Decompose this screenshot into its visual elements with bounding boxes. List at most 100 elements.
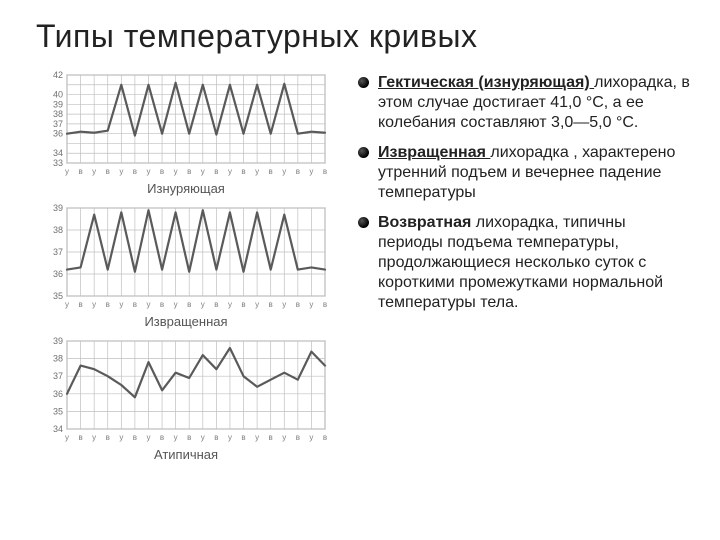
svg-text:в: в: [214, 167, 218, 176]
svg-text:в: в: [214, 433, 218, 442]
svg-text:у: у: [65, 433, 69, 442]
svg-text:у: у: [65, 167, 69, 176]
svg-text:у: у: [119, 433, 123, 442]
chart-box-atipichnaya: 343536373839увувувувувувувувувув Атипичн…: [36, 335, 336, 462]
svg-text:в: в: [214, 300, 218, 309]
svg-text:у: у: [174, 300, 178, 309]
svg-text:у: у: [309, 433, 313, 442]
svg-text:у: у: [282, 167, 286, 176]
svg-text:42: 42: [53, 70, 63, 80]
svg-text:в: в: [323, 300, 327, 309]
svg-text:39: 39: [53, 99, 63, 109]
svg-text:у: у: [146, 167, 150, 176]
svg-text:в: в: [133, 300, 137, 309]
svg-text:в: в: [296, 300, 300, 309]
svg-text:в: в: [269, 300, 273, 309]
svg-text:39: 39: [53, 203, 63, 213]
svg-text:у: у: [146, 300, 150, 309]
chart-caption-izvrashchennaya: Извращенная: [144, 314, 227, 329]
svg-text:35: 35: [53, 291, 63, 301]
svg-text:в: в: [160, 167, 164, 176]
svg-text:в: в: [187, 433, 191, 442]
svg-text:в: в: [78, 167, 82, 176]
svg-text:в: в: [133, 433, 137, 442]
svg-text:в: в: [323, 167, 327, 176]
chart-caption-atipichnaya: Атипичная: [154, 447, 218, 462]
svg-text:в: в: [78, 433, 82, 442]
bullet-list: Гектическая (изнуряющая) лихорадка, в эт…: [356, 73, 692, 313]
svg-text:у: у: [309, 300, 313, 309]
svg-text:у: у: [92, 167, 96, 176]
svg-text:33: 33: [53, 158, 63, 168]
svg-text:у: у: [228, 433, 232, 442]
chart-izvrashchennaya: 3536373839увувувувувувувувувув: [41, 202, 331, 312]
slide: Типы температурных кривых 33343637383940…: [0, 0, 720, 540]
svg-text:у: у: [255, 433, 259, 442]
bullet-item: Гектическая (изнуряющая) лихорадка, в эт…: [356, 73, 692, 133]
svg-text:в: в: [241, 300, 245, 309]
svg-text:в: в: [78, 300, 82, 309]
bullet-item: Возвратная лихорадка, типичны периоды по…: [356, 213, 692, 313]
svg-text:34: 34: [53, 424, 63, 434]
svg-text:у: у: [119, 300, 123, 309]
svg-text:у: у: [119, 167, 123, 176]
svg-text:в: в: [160, 300, 164, 309]
chart-box-izvrashchennaya: 3536373839увувувувувувувувувув Извращенн…: [36, 202, 336, 329]
bullet-lead: Гектическая (изнуряющая): [378, 74, 594, 91]
svg-text:у: у: [174, 167, 178, 176]
svg-text:в: в: [241, 167, 245, 176]
svg-text:у: у: [201, 300, 205, 309]
svg-text:у: у: [255, 300, 259, 309]
svg-text:у: у: [255, 167, 259, 176]
svg-text:в: в: [269, 433, 273, 442]
svg-text:в: в: [106, 300, 110, 309]
page-title: Типы температурных кривых: [36, 18, 692, 55]
svg-text:35: 35: [53, 406, 63, 416]
svg-text:37: 37: [53, 371, 63, 381]
svg-text:38: 38: [53, 109, 63, 119]
svg-text:у: у: [146, 433, 150, 442]
chart-atipichnaya: 343536373839увувувувувувувувувув: [41, 335, 331, 445]
svg-text:у: у: [201, 167, 205, 176]
svg-text:у: у: [309, 167, 313, 176]
svg-text:в: в: [269, 167, 273, 176]
svg-text:у: у: [228, 300, 232, 309]
svg-text:в: в: [296, 167, 300, 176]
svg-text:в: в: [187, 167, 191, 176]
svg-text:37: 37: [53, 247, 63, 257]
slide-body: 3334363738394042увувувувувувувувувув Изн…: [36, 69, 692, 462]
charts-column: 3334363738394042увувувувувувувувувув Изн…: [36, 69, 336, 462]
svg-text:34: 34: [53, 148, 63, 158]
svg-text:в: в: [160, 433, 164, 442]
bullet-item: Извращенная лихорадка , характерено утре…: [356, 143, 692, 203]
svg-text:40: 40: [53, 90, 63, 100]
svg-text:у: у: [92, 300, 96, 309]
svg-text:у: у: [282, 300, 286, 309]
bullet-lead: Возвратная: [378, 214, 476, 231]
svg-text:39: 39: [53, 336, 63, 346]
svg-text:в: в: [133, 167, 137, 176]
bullets-column: Гектическая (изнуряющая) лихорадка, в эт…: [356, 69, 692, 462]
svg-text:в: в: [106, 167, 110, 176]
svg-text:в: в: [187, 300, 191, 309]
svg-text:38: 38: [53, 225, 63, 235]
bullet-lead: Извращенная: [378, 144, 490, 161]
svg-text:в: в: [296, 433, 300, 442]
svg-text:36: 36: [53, 389, 63, 399]
chart-caption-iznuryayushchaya: Изнуряющая: [147, 181, 225, 196]
svg-text:в: в: [106, 433, 110, 442]
chart-iznuryayushchaya: 3334363738394042увувувувувувувувувув: [41, 69, 331, 179]
svg-text:у: у: [282, 433, 286, 442]
svg-text:у: у: [174, 433, 178, 442]
svg-text:в: в: [323, 433, 327, 442]
svg-text:у: у: [65, 300, 69, 309]
svg-text:36: 36: [53, 129, 63, 139]
svg-text:у: у: [228, 167, 232, 176]
svg-text:в: в: [241, 433, 245, 442]
svg-text:у: у: [92, 433, 96, 442]
svg-text:у: у: [201, 433, 205, 442]
svg-text:37: 37: [53, 119, 63, 129]
svg-text:38: 38: [53, 354, 63, 364]
svg-text:36: 36: [53, 269, 63, 279]
chart-box-iznuryayushchaya: 3334363738394042увувувувувувувувувув Изн…: [36, 69, 336, 196]
